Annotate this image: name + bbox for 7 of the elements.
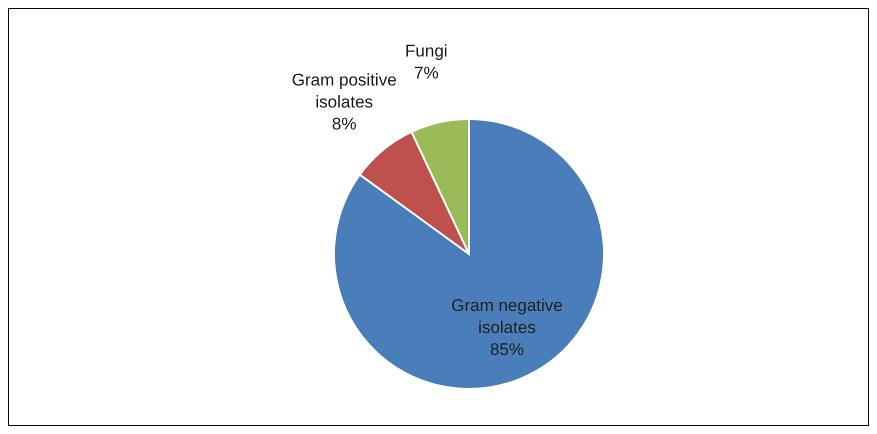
slice-label: Fungi xyxy=(405,41,448,60)
data-label: 8% xyxy=(332,114,357,134)
slice-label: Gram positive isolates xyxy=(292,70,397,112)
data-label: 85% xyxy=(490,340,524,360)
data-label: 7% xyxy=(414,63,439,82)
pie-slice xyxy=(333,118,605,390)
slice-label: Gram negative isolates xyxy=(451,296,563,338)
